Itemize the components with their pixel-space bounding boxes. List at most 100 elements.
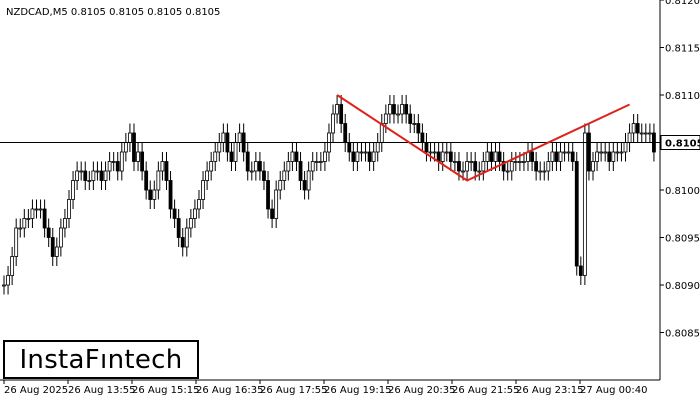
candle-body (148, 189, 153, 200)
candle-body (123, 142, 128, 153)
candle-body (180, 237, 185, 248)
candle-body (107, 161, 112, 172)
candle-body (448, 151, 453, 162)
x-tick-label: 26 Aug 17:55 (260, 385, 327, 396)
candle-body (452, 161, 457, 163)
candle-body (367, 151, 372, 162)
candle-body (197, 199, 201, 210)
candle-body (574, 161, 579, 267)
x-tick-label: 26 Aug 20:35 (388, 385, 455, 396)
x-tick-label: 26 Aug 15:15 (132, 385, 199, 396)
y-tick-label: 0.8110 (665, 91, 700, 102)
candle-body (489, 151, 494, 162)
candle-body (599, 151, 604, 154)
candle-body (274, 189, 279, 219)
candle-body (481, 161, 486, 172)
candle-body (534, 161, 539, 172)
candle-body (627, 132, 632, 143)
candle-body (46, 227, 51, 238)
candle-body (595, 151, 599, 162)
candle-body (201, 180, 205, 200)
candle-body (156, 170, 161, 191)
candle-body (209, 161, 214, 172)
candle-body (643, 132, 648, 135)
candle-body (570, 151, 575, 162)
candle-body (505, 170, 510, 173)
candle-body (473, 161, 478, 172)
candle-body (591, 161, 595, 172)
candle-body (396, 113, 400, 116)
candle-body (371, 151, 376, 162)
candle-body (493, 151, 498, 162)
candle-body (290, 151, 295, 162)
candle-body (323, 151, 327, 162)
candle-body (217, 142, 222, 153)
candle-body (132, 132, 136, 162)
candle-body (392, 104, 396, 115)
candle-body (34, 208, 39, 211)
candle-body (412, 123, 417, 125)
y-tick-label: 0.8100 (665, 186, 700, 197)
candle-body (485, 151, 490, 162)
x-tick-label: 26 Aug 2025 (4, 385, 68, 396)
y-tick-label: 0.8085 (665, 329, 700, 340)
candle-body (432, 151, 437, 154)
candle-body (213, 151, 218, 162)
candle-body (144, 170, 149, 191)
candle-body (10, 256, 15, 276)
y-tick-label: 0.8120 (665, 0, 700, 7)
candle-body (262, 170, 266, 181)
candle-body (103, 170, 108, 181)
chart-title: NZDCAD,M5 0.8105 0.8105 0.8105 0.8105 (6, 7, 220, 18)
candle-body (99, 170, 104, 181)
x-tick-label: 26 Aug 19:15 (324, 385, 391, 396)
candle-body (440, 151, 445, 162)
candle-body (635, 123, 640, 134)
candle-body (67, 199, 71, 219)
candle-body (22, 218, 27, 229)
candle-body (359, 151, 364, 154)
candle-body (647, 132, 652, 135)
candle-body (416, 123, 421, 134)
candle-body (42, 208, 47, 229)
candle-body (176, 218, 181, 238)
candle-body (517, 161, 522, 163)
candle-body (115, 161, 120, 172)
candle-body (26, 218, 31, 220)
candle-body (343, 123, 348, 143)
candle-body (306, 170, 311, 191)
x-tick-label: 26 Aug 23:15 (516, 385, 583, 396)
candle-body (237, 132, 242, 143)
candle-body (615, 151, 620, 154)
pattern-polyline (336, 94, 631, 182)
candle-body (550, 151, 555, 162)
candle-body (339, 104, 344, 124)
candle-body (603, 151, 608, 154)
candle-body (310, 161, 315, 172)
pattern-line (336, 94, 631, 182)
candle-body (164, 161, 169, 181)
candle-body (331, 113, 335, 134)
candle-body (30, 208, 35, 219)
candle-body (558, 151, 563, 162)
candle-body (95, 170, 100, 173)
candle-body (530, 151, 534, 162)
candle-body (278, 180, 283, 191)
candle-body (270, 208, 274, 219)
candle-body (639, 132, 644, 135)
candle-body (229, 151, 234, 162)
current-price-label: 0.8105 (665, 139, 700, 150)
candle-body (607, 151, 612, 162)
candle-body (184, 227, 189, 248)
x-tick-label: 26 Aug 21:55 (452, 385, 519, 396)
candle-body (245, 151, 250, 172)
y-tick-label: 0.8090 (665, 281, 700, 292)
candle-body (538, 170, 543, 173)
candle-body (611, 151, 616, 162)
candle-body (497, 151, 502, 162)
candle-body (14, 227, 19, 257)
candle-body (54, 246, 59, 257)
candle-body (258, 161, 262, 172)
